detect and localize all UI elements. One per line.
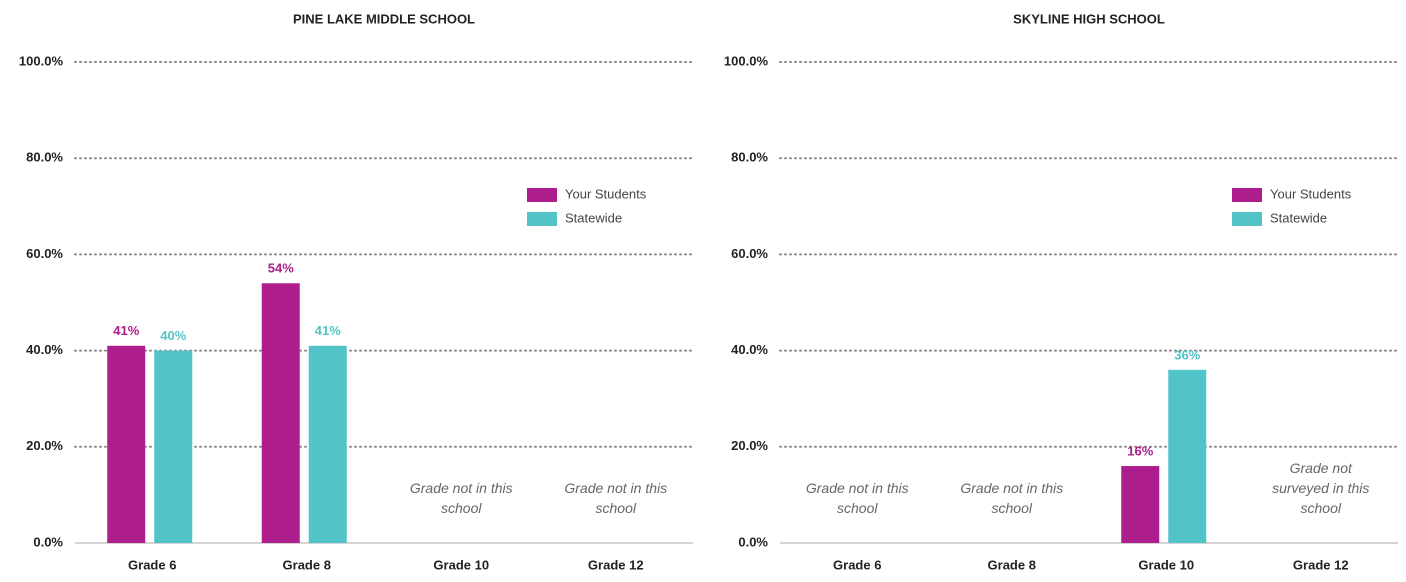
x-tick-label: Grade 10 [1138,557,1194,572]
x-tick-label: Grade 10 [433,557,489,572]
legend-label: Your Students [1270,186,1352,201]
y-tick-label: 0.0% [33,534,63,549]
bar [107,345,146,543]
y-tick-label: 20.0% [731,438,768,453]
y-tick-label: 60.0% [731,246,768,261]
value-label: 36% [1174,347,1200,362]
legend-swatch [527,212,557,226]
value-label: 16% [1127,443,1153,458]
value-label: 40% [160,328,186,343]
annotation: Grade not in this school [960,480,1064,516]
x-tick-label: Grade 6 [833,557,881,572]
annotation: Grade not surveyed in this school [1272,460,1370,516]
value-label: 41% [315,323,341,338]
legend-label: Your Students [565,186,647,201]
chart-title: SKYLINE HIGH SCHOOL [1013,11,1165,26]
x-tick-label: Grade 6 [128,557,176,572]
legend-swatch [1232,212,1262,226]
y-tick-label: 20.0% [26,438,63,453]
x-tick-label: Grade 12 [588,557,644,572]
bar [154,350,193,543]
annotation: Grade not in this school [805,480,909,516]
annotation: Grade not in this school [409,480,513,516]
bar [261,283,300,543]
y-tick-label: 40.0% [26,342,63,357]
legend-label: Statewide [565,210,622,225]
bar [308,345,347,543]
bar [1168,369,1207,543]
value-label: 41% [113,323,139,338]
y-tick-label: 80.0% [731,150,768,165]
bar [1121,466,1160,543]
value-label: 54% [268,261,294,276]
x-tick-label: Grade 8 [988,557,1036,572]
y-tick-label: 80.0% [26,150,63,165]
x-tick-label: Grade 12 [1293,557,1349,572]
y-tick-label: 40.0% [731,342,768,357]
y-tick-label: 100.0% [19,53,64,68]
legend-swatch [527,188,557,202]
y-tick-label: 0.0% [738,534,768,549]
chart-title: PINE LAKE MIDDLE SCHOOL [293,11,475,26]
annotation: Grade not in this school [564,480,668,516]
y-tick-label: 60.0% [26,246,63,261]
legend-swatch [1232,188,1262,202]
legend-label: Statewide [1270,210,1327,225]
y-tick-label: 100.0% [724,53,769,68]
x-tick-label: Grade 8 [283,557,331,572]
